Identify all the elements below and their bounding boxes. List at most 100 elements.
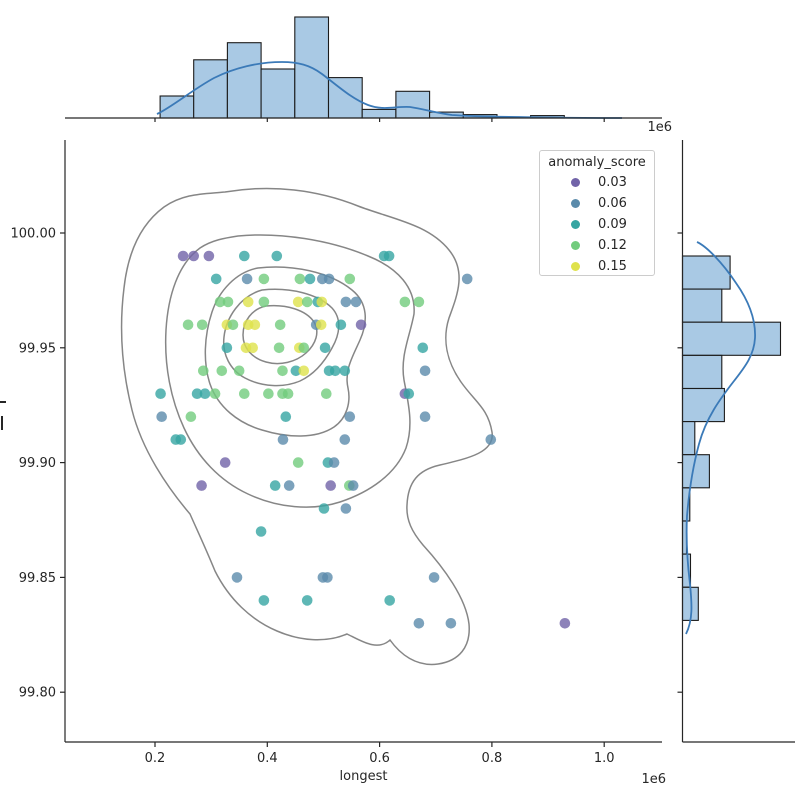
- x-tick-label: 1.0: [594, 751, 615, 766]
- scatter-point: [403, 388, 415, 400]
- x-hist-bar: [260, 68, 296, 119]
- legend-entry: 0.12: [540, 235, 654, 256]
- scatter-point: [219, 457, 231, 468]
- scatter-point: [292, 457, 304, 468]
- scatter-point: [298, 342, 310, 354]
- contour-level-1: [120, 187, 493, 666]
- scatter-point: [258, 273, 270, 285]
- y-kde-curve: [685, 241, 756, 635]
- scatter-point: [355, 319, 367, 331]
- scatter-point: [156, 411, 167, 423]
- scatter-point: [188, 250, 199, 262]
- scatter-point: [280, 411, 292, 423]
- contour-level-5: [242, 304, 318, 365]
- scatter-point: [196, 319, 208, 331]
- ylabel-clipped-fragment: [1, 416, 3, 430]
- scatter-point: [241, 273, 253, 285]
- scatter-point: [239, 250, 250, 262]
- scatter-point: [322, 572, 333, 583]
- scatter-point: [292, 296, 304, 308]
- y-hist-bar: [681, 288, 723, 323]
- scatter-point: [203, 250, 215, 262]
- scatter-point: [196, 480, 207, 491]
- scatter-point: [383, 250, 395, 262]
- scatter-point: [282, 388, 294, 400]
- contour-level-4: [222, 288, 340, 387]
- y-tick-label: 99.90: [19, 456, 56, 471]
- scatter-point: [239, 388, 250, 400]
- scatter-point: [301, 595, 313, 606]
- scatter-point: [340, 296, 352, 308]
- scatter-point: [325, 480, 337, 491]
- scatter-point: [318, 503, 330, 514]
- scatter-point: [269, 480, 281, 491]
- x-tick-label: 0.2: [145, 751, 166, 766]
- scatter-point: [277, 434, 289, 445]
- legend-entry: 0.03: [540, 172, 654, 193]
- x-axis-label: longest: [340, 769, 388, 784]
- ylabel-clipped-fragment: [0, 401, 6, 403]
- scatter-point: [413, 296, 425, 308]
- legend-title: anomaly_score: [548, 155, 646, 170]
- legend-swatch-0.03: [571, 178, 580, 187]
- x-hist-bar: [159, 95, 195, 119]
- scatter-point: [419, 365, 431, 377]
- scatter-point: [294, 273, 306, 285]
- scatter-point: [274, 319, 286, 331]
- scatter-point: [283, 480, 295, 491]
- legend: anomaly_score 0.03 0.06 0.09 0.12 0.15: [539, 150, 655, 276]
- scatter-point: [263, 388, 274, 400]
- scatter-point: [417, 342, 429, 354]
- legend-label: 0.15: [598, 259, 627, 274]
- legend-entry: 0.06: [540, 193, 654, 214]
- scatter-point: [344, 273, 356, 285]
- y-hist-bar: [681, 354, 723, 390]
- scatter-point: [191, 388, 203, 400]
- scatter-point: [445, 618, 457, 629]
- x-tick-label: 0.6: [369, 751, 390, 766]
- legend-label: 0.12: [598, 238, 627, 253]
- scatter-point: [428, 572, 440, 583]
- y-tick-label: 99.85: [19, 571, 56, 586]
- scatter-point: [214, 296, 226, 308]
- legend-label: 0.03: [598, 175, 627, 190]
- scatter-point: [413, 618, 425, 629]
- scatter-point: [328, 457, 340, 468]
- scatter-point: [273, 342, 285, 354]
- x-hist-bar: [193, 59, 228, 119]
- scatter-point: [175, 434, 187, 445]
- scatter-point: [182, 319, 194, 331]
- legend-entry: 0.09: [540, 214, 654, 235]
- scatter-point: [485, 434, 497, 445]
- scatter-point: [227, 319, 239, 331]
- scatter-point: [344, 411, 356, 423]
- x-offset-text-marginal: 1e6: [647, 120, 672, 135]
- legend-swatch-0.06: [571, 199, 580, 208]
- tick-labels: 0.2 0.4 0.6 0.8 1.0 100.00 99.95 99.90 99.85 99.8…: [11, 120, 673, 787]
- scatter-point: [216, 365, 228, 377]
- scatter-point: [315, 319, 327, 331]
- legend-swatch-0.15: [571, 262, 580, 271]
- scatter-points: [155, 250, 571, 629]
- right-marginal-histogram: [681, 255, 782, 621]
- scatter-point: [335, 319, 347, 331]
- x-hist-bar: [226, 42, 262, 119]
- scatter-point: [177, 250, 189, 262]
- x-hist-bar: [395, 90, 431, 119]
- legend-label: 0.09: [598, 217, 627, 232]
- x-hist-bar: [327, 77, 363, 119]
- scatter-point: [316, 296, 328, 308]
- axes-spines-and-ticks: [60, 117, 795, 747]
- scatter-point: [319, 342, 331, 354]
- legend-swatch-0.09: [571, 220, 580, 229]
- scatter-point: [277, 365, 288, 377]
- y-hist-bar: [681, 255, 731, 290]
- scatter-point: [198, 365, 209, 377]
- scatter-point: [242, 296, 254, 308]
- scatter-point: [221, 342, 233, 354]
- marginal-kde-curves: [156, 61, 756, 635]
- kde-contour-lines: [120, 187, 493, 666]
- scatter-point: [329, 365, 341, 377]
- scatter-point: [290, 365, 302, 377]
